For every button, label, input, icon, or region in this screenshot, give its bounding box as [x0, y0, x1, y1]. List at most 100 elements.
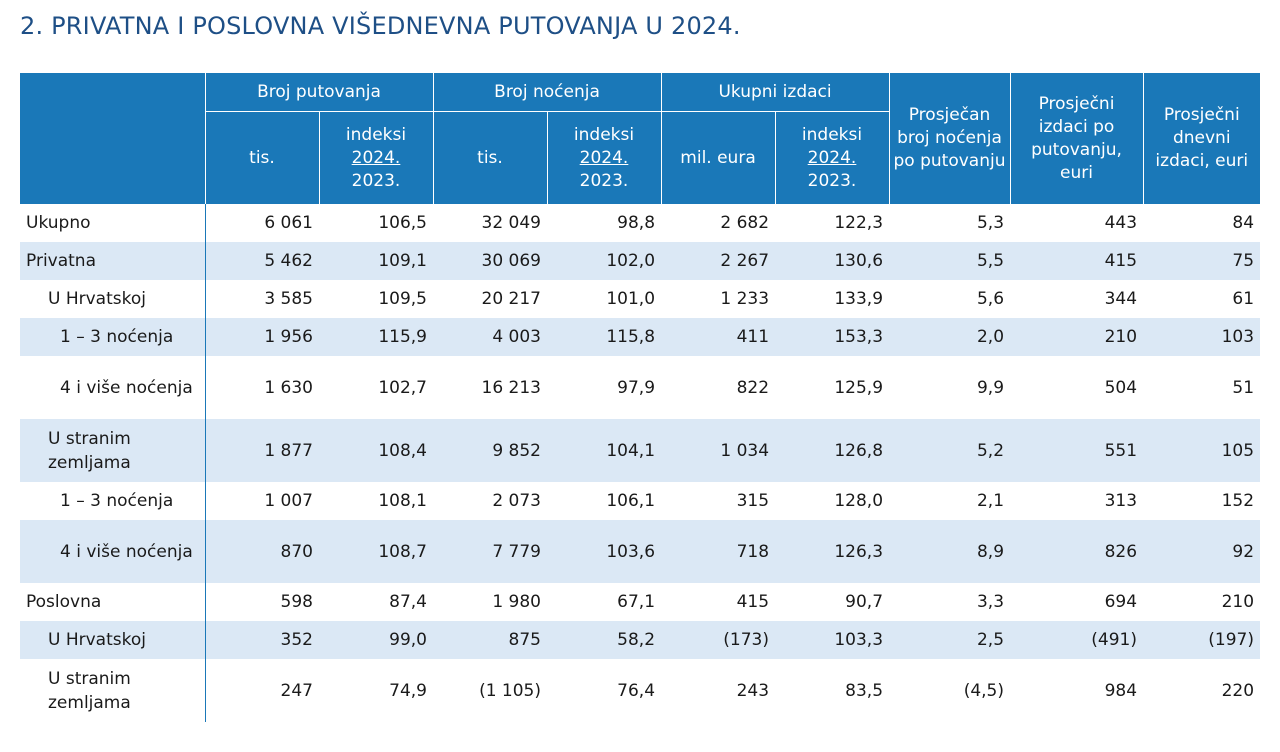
- table-cell: (1 105): [479, 680, 541, 701]
- table-row: Privatna 5 462 109,1 30 069 102,0 2 267 130,6 5…: [20, 242, 1261, 280]
- table-cell: 128,0: [834, 491, 884, 511]
- row-label: 1 – 3 noćenja: [20, 482, 206, 520]
- table-cell: 247: [280, 680, 313, 701]
- table-cell: (173): [661, 621, 776, 659]
- index-year-bottom: 2023.: [351, 170, 401, 191]
- table-row: U stranim zemljama 1 877 108,4 9 852 104,1 1 …: [20, 419, 1261, 482]
- table-cell: 153,3: [775, 318, 890, 356]
- index-year-bottom: 2023.: [807, 170, 857, 191]
- table-cell: 694: [1104, 592, 1138, 612]
- table-cell: 108,4: [319, 419, 433, 482]
- table-cell: 61: [1232, 289, 1255, 309]
- row-label: 4 i više noćenja: [20, 356, 206, 419]
- header-avg-nights: Prosječan broj noćenja po putovanju: [888, 73, 1011, 204]
- table-cell: 1 233: [720, 289, 770, 309]
- table-cell: 2 682: [720, 213, 770, 233]
- table-cell: 210: [1221, 592, 1255, 612]
- table-cell: 415: [1010, 242, 1144, 280]
- table-cell: 984: [1104, 680, 1138, 701]
- table-cell: 2,5: [889, 621, 1011, 659]
- table-cell: 126,8: [775, 419, 890, 482]
- row-label: 4 i više noćenja: [20, 520, 206, 583]
- table-cell: 51: [1232, 377, 1255, 398]
- table-cell: 105: [1143, 419, 1261, 482]
- table-cell: 115,9: [319, 318, 433, 356]
- table-cell: 243: [736, 680, 770, 701]
- table-cell: 2,0: [889, 318, 1011, 356]
- table-cell: 90,7: [845, 592, 884, 612]
- table-cell: 598: [280, 592, 313, 612]
- table-cell: 2,1: [976, 491, 1005, 511]
- table-cell: 83,5: [845, 680, 884, 701]
- table-cell: 30 069: [433, 242, 547, 280]
- table-cell: 3 585: [264, 289, 313, 309]
- row-label: U Hrvatskoj: [20, 621, 206, 659]
- table-cell: 106,5: [378, 213, 427, 233]
- table-cell: 5,6: [976, 289, 1005, 309]
- group-header-trips: Broj putovanja: [204, 73, 433, 112]
- table-row: 1 – 3 noćenja 1 007 108,1 2 073 106,1 315 128,…: [20, 482, 1260, 520]
- table-cell: (4,5): [963, 680, 1005, 701]
- table-cell: 130,6: [775, 242, 890, 280]
- table-cell: 344: [1104, 289, 1138, 309]
- table-cell: 99,0: [319, 621, 433, 659]
- table-row: 4 i više noćenja 870 108,7 7 779 103,6 718 126…: [20, 520, 1261, 583]
- subheader-nights-tis: tis.: [432, 111, 547, 204]
- table-cell: 5,5: [889, 242, 1011, 280]
- table-cell: 822: [736, 377, 770, 398]
- index-year-top: 2024.: [807, 147, 857, 168]
- table-cell: 8,9: [889, 520, 1011, 583]
- table-cell: 443: [1104, 213, 1138, 233]
- subheader-nights-index: indeksi 2024. 2023.: [546, 111, 662, 204]
- row-label: U stranim zemljama: [20, 419, 206, 482]
- table-cell: 58,2: [547, 621, 662, 659]
- table-cell: 102,0: [547, 242, 662, 280]
- table-cell: 9,9: [976, 377, 1005, 398]
- table-cell: 1 007: [264, 491, 313, 511]
- table-cell: 2 073: [492, 491, 541, 511]
- table-cell: 3,3: [976, 592, 1005, 612]
- page-title: 2. PRIVATNA I POSLOVNA VIŠEDNEVNA PUTOVA…: [20, 12, 741, 40]
- table-cell: 67,1: [617, 592, 656, 612]
- subheader-spending-index: indeksi 2024. 2023.: [774, 111, 890, 204]
- table-cell: 92: [1143, 520, 1261, 583]
- group-header-spending: Ukupni izdaci: [660, 73, 890, 112]
- table-cell: 106,1: [606, 491, 656, 511]
- table-cell: 870: [205, 520, 319, 583]
- table-cell: 101,0: [606, 289, 656, 309]
- table-row: U Hrvatskoj 3 585 109,5 20 217 101,0 1 233 133…: [20, 280, 1260, 318]
- table-cell: 32 049: [481, 213, 541, 233]
- table-cell: 102,7: [378, 377, 427, 398]
- table-cell: 75: [1143, 242, 1261, 280]
- table-cell: 122,3: [834, 213, 884, 233]
- table-cell: 133,9: [834, 289, 884, 309]
- table-cell: 16 213: [481, 377, 541, 398]
- table-cell: 5,2: [889, 419, 1011, 482]
- table-cell: 718: [661, 520, 776, 583]
- subheader-trips-tis: tis.: [204, 111, 319, 204]
- table-cell: 20 217: [481, 289, 541, 309]
- index-label: indeksi: [345, 124, 407, 145]
- table-cell: 87,4: [389, 592, 427, 612]
- table-cell: 108,1: [378, 491, 427, 511]
- table-cell: 9 852: [433, 419, 547, 482]
- table-cell: 5 462: [205, 242, 319, 280]
- subheader-trips-index: indeksi 2024. 2023.: [318, 111, 433, 204]
- table-cell: 1 630: [264, 377, 313, 398]
- row-label: Ukupno: [20, 204, 206, 242]
- header-avg-spend-trip: Prosječni izdaci po putovanju, euri: [1009, 73, 1144, 204]
- table-cell: 1 980: [492, 592, 541, 612]
- table-cell: 109,1: [319, 242, 433, 280]
- row-label: 1 – 3 noćenja: [20, 318, 206, 356]
- corner-header-cell: [20, 73, 205, 204]
- table-cell: 313: [1104, 491, 1138, 511]
- row-label: Poslovna: [20, 583, 206, 621]
- table-cell: 108,7: [319, 520, 433, 583]
- table-cell: 115,8: [547, 318, 662, 356]
- table-cell: 6 061: [264, 213, 313, 233]
- table-cell: (491): [1010, 621, 1144, 659]
- table-cell: 84: [1232, 213, 1255, 233]
- table-cell: (197): [1143, 621, 1261, 659]
- table-row: 4 i više noćenja 1 630 102,7 16 213 97,9 822 1…: [20, 356, 1260, 419]
- table-cell: 4 003: [433, 318, 547, 356]
